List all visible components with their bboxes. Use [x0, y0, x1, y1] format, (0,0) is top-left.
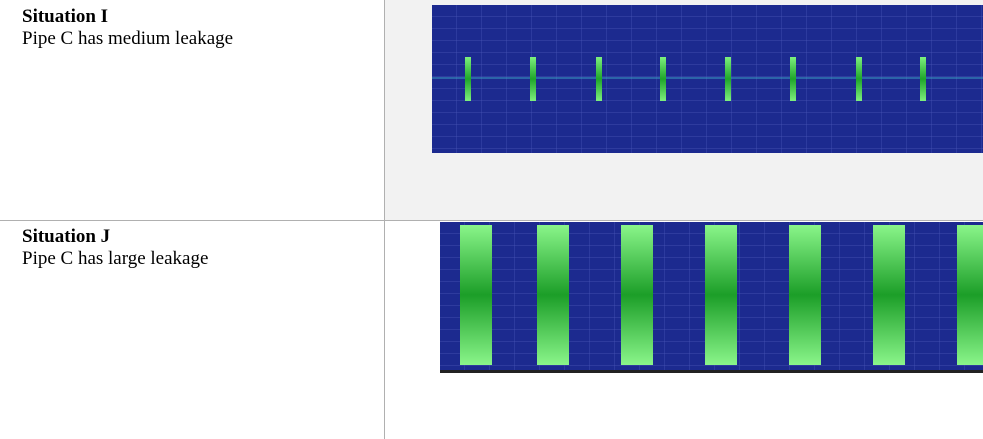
row-title: Situation J [22, 226, 372, 248]
row-text: Situation J Pipe C has large leakage [22, 226, 372, 270]
row-text: Situation I Pipe C has medium leakage [22, 6, 372, 50]
waveform-burst [725, 57, 731, 101]
row-border [0, 220, 983, 221]
document-table: Situation I Pipe C has medium leakage Si… [0, 0, 983, 439]
waveform-burst [705, 225, 737, 365]
waveform-burst [856, 57, 862, 101]
row-title: Situation I [22, 6, 372, 28]
waveform-burst [460, 225, 492, 365]
row-description: Pipe C has large leakage [22, 248, 372, 270]
waveform-burst [537, 225, 569, 365]
waveform-burst [873, 225, 905, 365]
waveform-burst [465, 57, 471, 101]
row-description: Pipe C has medium leakage [22, 28, 372, 50]
waveform-burst [920, 57, 926, 101]
waveform-image [440, 222, 983, 373]
waveform-burst [789, 225, 821, 365]
waveform-burst [790, 57, 796, 101]
waveform-image [432, 5, 983, 153]
waveform-burst [660, 57, 666, 101]
waveform-burst [596, 57, 602, 101]
waveform-burst [957, 225, 983, 365]
waveform-burst [621, 225, 653, 365]
waveform-burst [530, 57, 536, 101]
